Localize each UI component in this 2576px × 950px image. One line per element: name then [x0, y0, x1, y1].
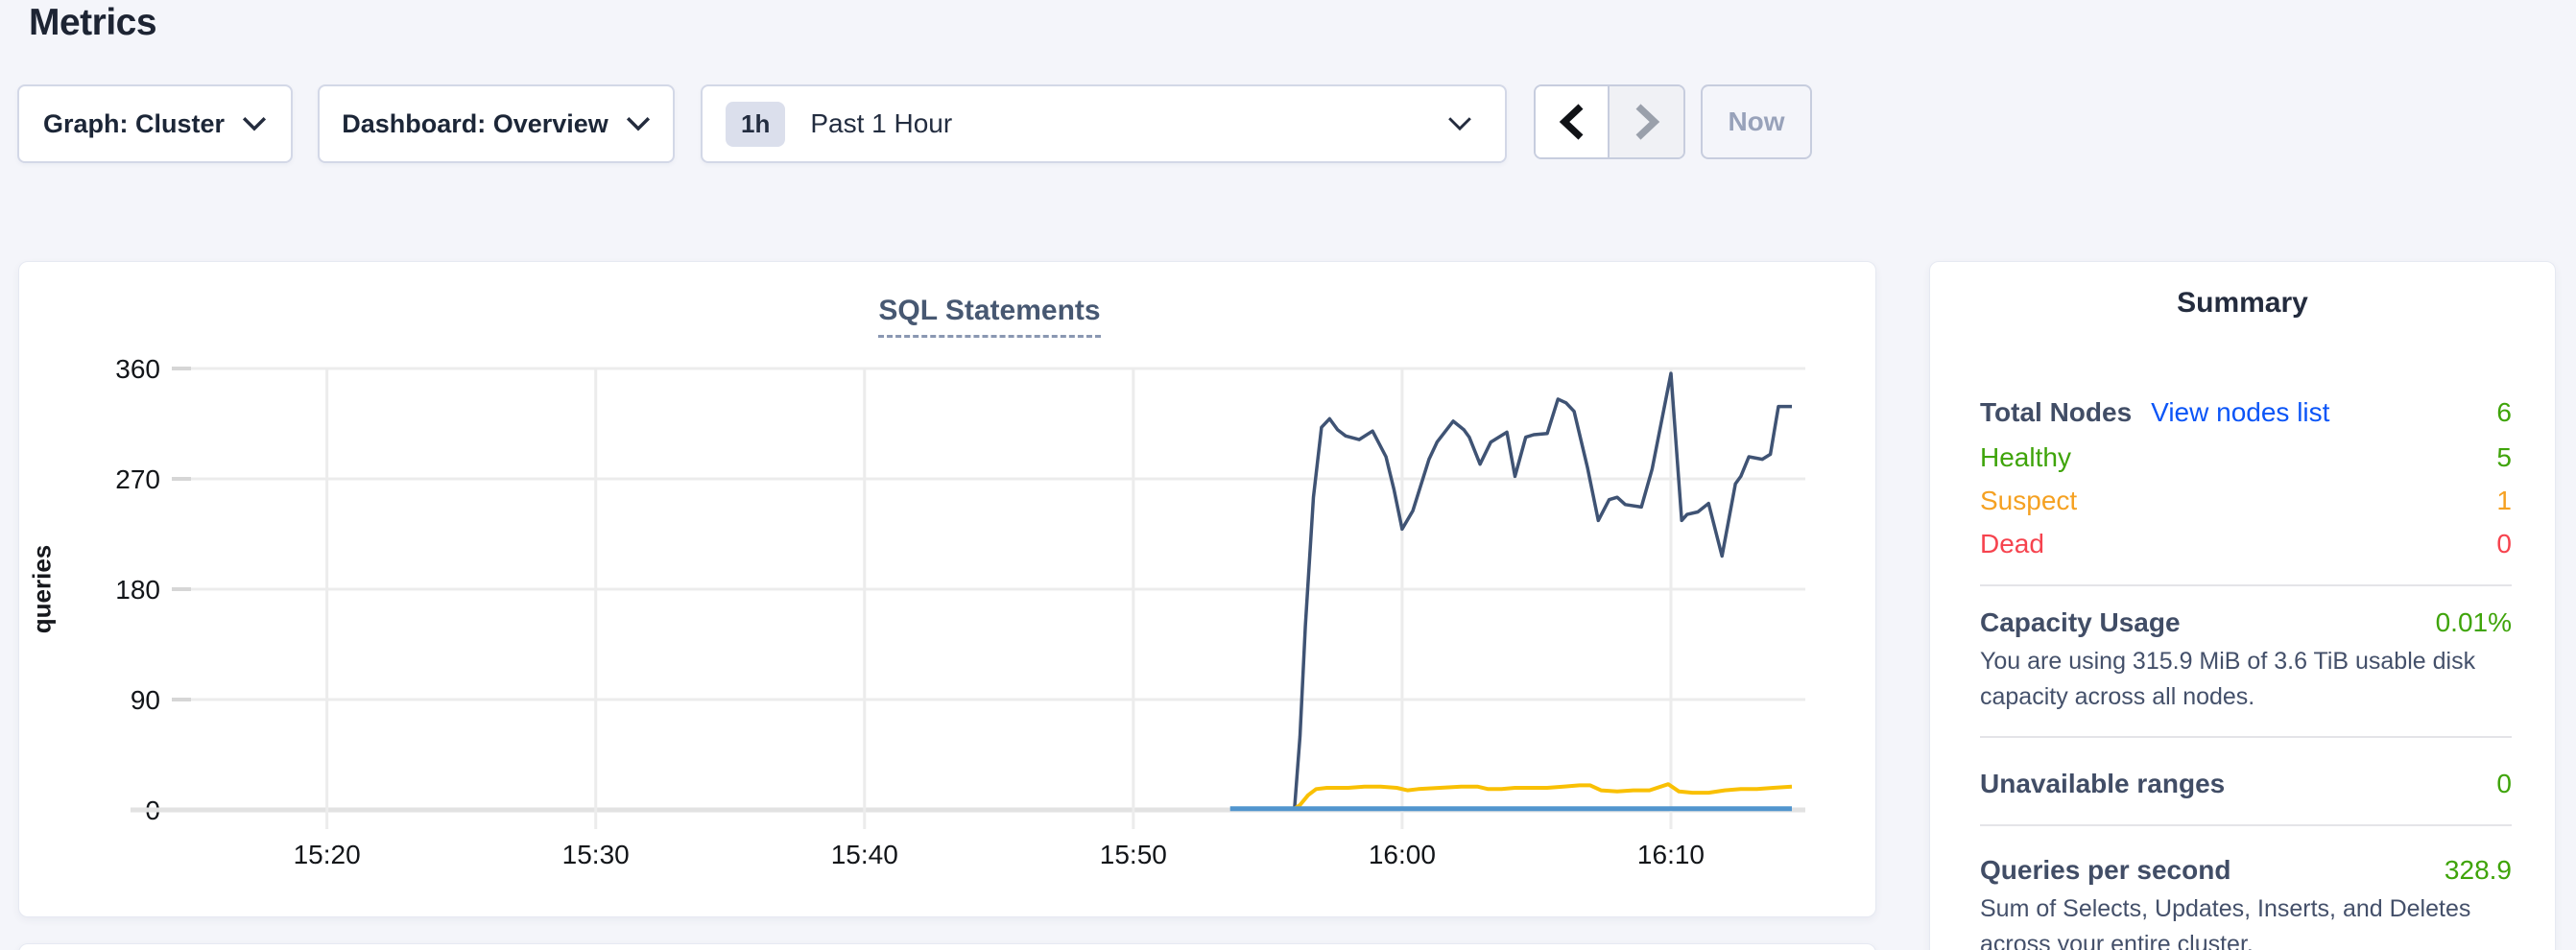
y-tick-label: 360: [115, 354, 160, 384]
view-nodes-list-link[interactable]: View nodes list: [2151, 397, 2330, 427]
unavailable-ranges-label: Unavailable ranges: [1980, 769, 2226, 798]
total-nodes-value: 6: [2496, 397, 2512, 427]
chevron-down-icon: [242, 116, 267, 131]
previous-interval-button[interactable]: [1536, 86, 1610, 157]
unavailable-ranges-row: Unavailable ranges 0: [1980, 766, 2512, 802]
graph-dropdown-label: Graph: Cluster: [42, 108, 226, 138]
time-window-badge: 1h: [726, 101, 786, 147]
x-tick-label: 15:40: [831, 840, 898, 869]
now-button[interactable]: Now: [1701, 84, 1812, 159]
sql-statements-plot[interactable]: 09018027036015:2015:3015:4015:5016:0016:…: [19, 262, 1877, 918]
sql-statements-card: SQL Statements queries 09018027036015:20…: [18, 261, 1876, 917]
queries-per-second-row: Queries per second 328.9: [1980, 852, 2512, 889]
x-tick-label: 15:30: [562, 840, 630, 869]
unavailable-ranges-value: 0: [2496, 769, 2512, 798]
suspect-value: 1: [2496, 486, 2512, 515]
series-navy-line: [1293, 371, 1792, 808]
x-tick-label: 16:00: [1369, 840, 1436, 869]
queries-per-second-value: 328.9: [2444, 855, 2512, 885]
summary-title: Summary: [2177, 287, 2308, 319]
y-tick-label: 90: [131, 685, 160, 715]
chevron-left-icon: [1559, 104, 1583, 140]
time-step-buttons: [1534, 84, 1685, 159]
capacity-usage-row: Capacity Usage 0.01%: [1980, 605, 2512, 641]
dashboard-dropdown-label: Dashboard: Overview: [342, 108, 608, 138]
divider: [1980, 584, 2512, 586]
dead-nodes-row: Dead 0: [1980, 526, 2512, 562]
queries-per-second-description: Sum of Selects, Updates, Inserts, and De…: [1980, 895, 2471, 950]
page-title: Metrics: [29, 2, 157, 43]
capacity-usage-value: 0.01%: [2435, 607, 2512, 637]
dashboard-dropdown[interactable]: Dashboard: Overview: [318, 84, 675, 163]
capacity-usage-description: You are using 315.9 MiB of 3.6 TiB usabl…: [1980, 648, 2476, 710]
total-nodes-row: Total Nodes View nodes list 6: [1980, 394, 2512, 431]
x-tick-label: 15:50: [1100, 840, 1167, 869]
x-tick-label: 16:10: [1637, 840, 1705, 869]
chevron-right-icon: [1635, 104, 1659, 140]
chevron-down-icon: [626, 116, 650, 131]
divider: [1980, 824, 2512, 826]
time-window-label: Past 1 Hour: [810, 108, 953, 138]
next-chart-card: [18, 943, 1876, 950]
capacity-usage-label: Capacity Usage: [1980, 607, 2181, 637]
healthy-label: Healthy: [1980, 442, 2071, 472]
suspect-label: Suspect: [1980, 486, 2078, 515]
chevron-down-icon: [1448, 117, 1471, 131]
y-tick-label: 180: [115, 575, 160, 605]
suspect-nodes-row: Suspect 1: [1980, 483, 2512, 519]
healthy-value: 5: [2496, 442, 2512, 472]
y-tick-label: 270: [115, 464, 160, 494]
healthy-nodes-row: Healthy 5: [1980, 439, 2512, 476]
divider: [1980, 736, 2512, 738]
chart-title[interactable]: SQL Statements: [878, 295, 1101, 338]
series-gold-line: [1293, 782, 1793, 811]
dead-label: Dead: [1980, 529, 2044, 558]
time-window-selector[interactable]: 1h Past 1 Hour: [701, 84, 1507, 163]
x-tick-label: 15:20: [294, 840, 361, 869]
total-nodes-label: Total Nodes: [1980, 397, 2133, 427]
summary-panel: Summary Total Nodes View nodes list 6 He…: [1929, 261, 2556, 950]
graph-dropdown[interactable]: Graph: Cluster: [17, 84, 293, 163]
next-interval-button[interactable]: [1610, 86, 1683, 157]
queries-per-second-label: Queries per second: [1980, 855, 2231, 885]
dead-value: 0: [2496, 529, 2512, 558]
